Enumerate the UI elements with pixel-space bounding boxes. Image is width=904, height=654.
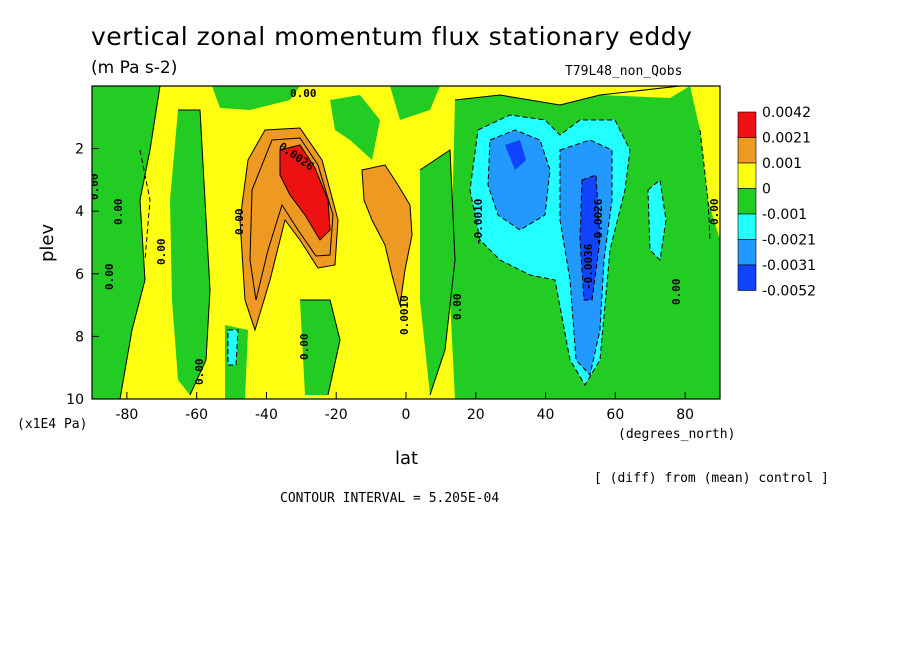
colorbar-swatch — [737, 239, 757, 266]
red-region-south-jet — [280, 145, 330, 240]
cyan-region-small — [648, 180, 666, 260]
contour-lines — [119, 86, 681, 399]
green-region-top-left — [212, 86, 300, 110]
green-region-south-lower — [300, 300, 340, 395]
contour-label: 0.00 — [290, 87, 317, 100]
x-units-note: (degrees_north) — [618, 427, 735, 442]
contour-line-7 — [119, 86, 161, 399]
colorbar-swatch — [737, 213, 757, 240]
contour-line-4 — [249, 137, 334, 301]
contour-line-2 — [279, 144, 331, 241]
blue-region-left-core — [505, 140, 526, 170]
x-axis-ticks: -80 -60 -40 -20 0 20 40 60 80 — [115, 392, 694, 423]
run-label: T79L48_non_Qobs — [565, 64, 682, 79]
blue-region-right-core — [580, 175, 600, 300]
contour-label: 0.0010 — [398, 295, 411, 335]
yellow-patches — [470, 86, 720, 240]
x-tick-label: 20 — [467, 407, 485, 423]
yellow-patch-north-top — [470, 86, 690, 100]
cyan-region-south — [228, 330, 238, 365]
contour-interval: CONTOUR INTERVAL = 5.205E-04 — [280, 491, 499, 506]
negative-contour-lines — [139, 114, 711, 386]
colorbar-label: 0 — [762, 182, 771, 198]
y-tick-label: 10 — [66, 392, 84, 408]
contour-label: 0.00 — [670, 279, 683, 306]
green-region-equator-top — [390, 86, 440, 120]
x-tick-label: -20 — [325, 407, 348, 423]
contour-line-8 — [419, 149, 456, 396]
colorbar-swatch — [737, 188, 757, 215]
x-axis-label: lat — [395, 448, 418, 469]
contour-line-3 — [361, 164, 413, 306]
colorbar-label: -0.0052 — [762, 284, 816, 300]
colorbar-label: 0.0042 — [762, 105, 811, 121]
contour-label: 0.00 — [193, 359, 206, 386]
contour-line-9 — [300, 299, 341, 396]
negative-contour-line-1 — [469, 114, 631, 386]
x-tick-label: -40 — [255, 407, 278, 423]
x-tick-label: 0 — [402, 407, 411, 423]
negative-contour-line-5 — [647, 179, 667, 262]
colorbar-label: -0.0031 — [762, 258, 816, 274]
green-region-south-2 — [170, 110, 210, 395]
negative-contour-line-8 — [227, 329, 239, 366]
x-tick-label: -60 — [185, 407, 208, 423]
colorbar-label: 0.0021 — [762, 131, 811, 147]
colorbar-swatch — [737, 137, 757, 164]
chart-title: vertical zonal momentum flux stationary … — [91, 22, 692, 51]
contour-line-1 — [239, 127, 339, 332]
contour-line-6 — [178, 109, 211, 396]
contour-label: 0.00 — [708, 199, 721, 226]
colorbar-swatch — [737, 111, 757, 138]
diff-note: [ (diff) from (mean) control ] — [594, 471, 829, 486]
negative-contour-line-2 — [487, 129, 551, 231]
contour-label: 0.00 — [451, 294, 464, 321]
chart-units: (m Pa s-2) — [91, 58, 177, 78]
negative-contour-line-4 — [579, 174, 601, 301]
orange-region-equator — [362, 165, 412, 305]
colorbar-label: -0.001 — [762, 207, 807, 223]
contour-label: -0.0026 — [592, 198, 605, 245]
blue-region-left — [488, 130, 550, 230]
green-region-equator-right — [420, 150, 455, 395]
colorbar-label: 0.001 — [762, 156, 802, 172]
colorbar-label: -0.0021 — [762, 233, 816, 249]
x-tick-label: 80 — [676, 407, 694, 423]
negative-contour-line-6 — [139, 149, 151, 261]
contour-label: 0.00 — [233, 209, 246, 236]
y-axis-label: plev — [37, 223, 58, 262]
contour-label: -0.0036 — [582, 243, 595, 290]
red-regions — [280, 145, 330, 240]
contour-label: 0.00 — [88, 174, 101, 201]
y-tick-label: 8 — [75, 329, 84, 345]
y-tick-label: 2 — [75, 142, 84, 158]
plot-area: 0.00 0.00 0.00 0.00 0.00 0.00 0.00 0.00 0.00 0.00… — [88, 86, 721, 399]
x-tick-label: 60 — [606, 407, 624, 423]
green-region-mid-south — [330, 95, 380, 160]
contour-label: 0.00 — [103, 264, 116, 291]
x-tick-label: 40 — [537, 407, 555, 423]
colorbar: 0.0042 0.0021 0.001 0 -0.001 -0.0021 -0.0031 -0… — [737, 105, 816, 300]
contour-label: -0.0010 — [472, 199, 485, 245]
negative-contour-line-7 — [699, 129, 711, 241]
y-tick-label: 4 — [75, 204, 84, 220]
colorbar-swatch — [737, 264, 757, 291]
contour-line-5 — [454, 86, 681, 106]
y-axis-ticks: 2 4 6 8 10 — [66, 142, 99, 408]
contour-label: 0.00 — [112, 199, 125, 226]
contour-label: 0.00 — [298, 334, 311, 361]
negative-contour-line-3 — [559, 139, 613, 377]
x-tick-label: -80 — [115, 407, 138, 423]
y-scale-note: (x1E4 Pa) — [17, 417, 87, 432]
colorbar-swatch — [737, 162, 757, 189]
yellow-patch-north-pole — [690, 86, 720, 240]
y-tick-label: 6 — [75, 267, 84, 283]
contour-label: 0.00 — [155, 239, 168, 266]
green-region-far-south — [92, 86, 160, 399]
